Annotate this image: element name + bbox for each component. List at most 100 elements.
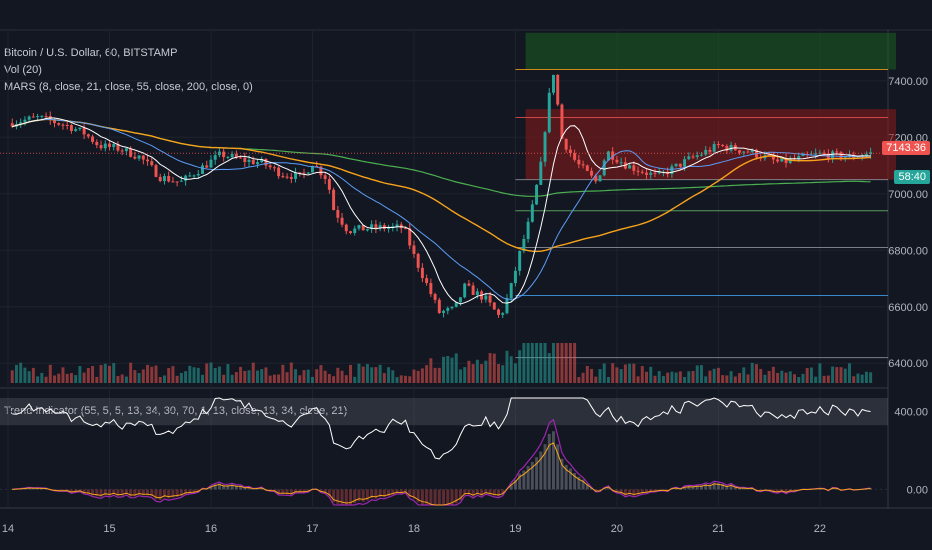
- candle-body: [738, 150, 742, 153]
- volume-bar: [585, 365, 589, 383]
- indicator-histogram-bar: [615, 489, 619, 493]
- volume-legend[interactable]: Vol (20): [4, 64, 42, 76]
- volume-bar: [158, 376, 162, 383]
- volume-bar: [657, 371, 661, 383]
- indicator-histogram-bar: [539, 451, 543, 490]
- volume-bar: [442, 356, 446, 383]
- indicator-histogram-bar: [484, 489, 488, 494]
- volume-bar: [814, 376, 818, 383]
- volume-bar: [683, 376, 687, 383]
- indicator-histogram-bar: [239, 485, 243, 490]
- indicator-histogram-bar: [695, 485, 699, 490]
- volume-bar: [480, 364, 484, 383]
- volume-bar: [86, 367, 90, 383]
- candle-body: [281, 176, 285, 178]
- indicator-histogram-bar: [721, 483, 725, 490]
- indicator-histogram-bar: [530, 461, 534, 490]
- indicator-histogram-bar: [137, 489, 141, 495]
- indicator-histogram-bar: [408, 489, 412, 498]
- volume-bar: [475, 359, 479, 383]
- candle-body: [340, 217, 344, 225]
- indicator-histogram-bar: [526, 466, 530, 490]
- candle-body: [298, 172, 302, 174]
- indicator-histogram-bar: [501, 489, 505, 495]
- candle-body: [129, 148, 133, 157]
- candle-body: [310, 166, 314, 173]
- candle-body: [209, 159, 213, 168]
- volume-bar: [670, 371, 674, 383]
- volume-bar: [150, 366, 154, 383]
- indicator-histogram-bar: [649, 489, 653, 492]
- candle-body: [509, 283, 513, 299]
- volume-bar: [78, 365, 82, 383]
- indicator-tick-label: 400.00: [894, 407, 928, 419]
- indicator-histogram-bar: [568, 468, 572, 490]
- volume-bar: [864, 371, 868, 383]
- candle-body: [535, 184, 539, 205]
- candle-body: [721, 144, 725, 146]
- candle-body: [729, 144, 733, 151]
- indicator-histogram-bar: [560, 458, 564, 490]
- indicator-histogram-bar: [788, 489, 792, 492]
- volume-bar: [691, 371, 695, 383]
- volume-bar: [349, 364, 352, 383]
- volume-bar: [65, 373, 69, 383]
- candle-body: [179, 180, 183, 182]
- volume-bar: [61, 367, 65, 383]
- trend-indicator-legend[interactable]: Trend Indicator (55, 5, 5, 13, 34, 30, 7…: [4, 405, 348, 417]
- volume-bar: [399, 375, 403, 383]
- volume-bar: [513, 363, 517, 383]
- indicator-histogram-bar: [213, 484, 217, 490]
- volume-bar: [666, 372, 670, 383]
- candle-body: [640, 171, 644, 173]
- volume-bar: [497, 364, 500, 383]
- volume-bar: [767, 370, 771, 383]
- candle-body: [365, 229, 369, 231]
- volume-bar: [272, 374, 276, 383]
- indicator-histogram-bar: [467, 489, 471, 495]
- volume-bar: [226, 364, 230, 383]
- candle-body: [776, 159, 780, 162]
- volume-bar: [124, 376, 128, 383]
- volume-bar: [268, 375, 272, 383]
- indicator-histogram-bar: [116, 489, 120, 496]
- indicator-histogram-bar: [382, 489, 386, 498]
- candle-body: [302, 172, 306, 174]
- candle-body: [150, 161, 154, 166]
- indicator-histogram-bar: [234, 485, 238, 490]
- volume-bar: [763, 374, 767, 383]
- volume-bar: [289, 362, 293, 383]
- indicator-histogram-bar: [184, 489, 188, 494]
- candle-body: [615, 159, 619, 163]
- indicator-histogram-bar: [171, 489, 175, 498]
- candle-body: [484, 295, 488, 300]
- candle-body: [602, 160, 606, 176]
- candle-body: [590, 170, 594, 176]
- volume-bar: [141, 369, 145, 383]
- candle-body: [86, 134, 90, 137]
- y-tick-label: 6800.00: [888, 245, 928, 257]
- volume-bar: [784, 372, 788, 383]
- indicator-histogram-bar: [632, 489, 636, 496]
- candle-body: [628, 165, 632, 169]
- volume-bar: [467, 360, 471, 383]
- volume-bar: [700, 365, 703, 383]
- mars-legend[interactable]: MARS (8, close, 21, close, 55, close, 20…: [4, 81, 253, 93]
- indicator-histogram-bar: [437, 489, 441, 505]
- indicator-histogram-bar: [243, 487, 247, 490]
- volume-bar: [492, 353, 496, 383]
- x-tick-label: 16: [205, 523, 217, 535]
- volume-bar: [416, 370, 420, 383]
- candle-body: [547, 92, 551, 133]
- candle-body: [501, 313, 505, 315]
- candle-body: [315, 166, 319, 168]
- volume-bar: [256, 370, 259, 383]
- volume-bar: [869, 372, 873, 383]
- volume-bar: [852, 376, 856, 383]
- volume-bar: [133, 370, 137, 383]
- candle-body: [19, 122, 23, 125]
- volume-bar: [437, 367, 441, 383]
- symbol-title[interactable]: Bitcoin / U.S. Dollar, 60, BITSTAMP: [4, 47, 178, 59]
- indicator-histogram-bar: [429, 489, 433, 505]
